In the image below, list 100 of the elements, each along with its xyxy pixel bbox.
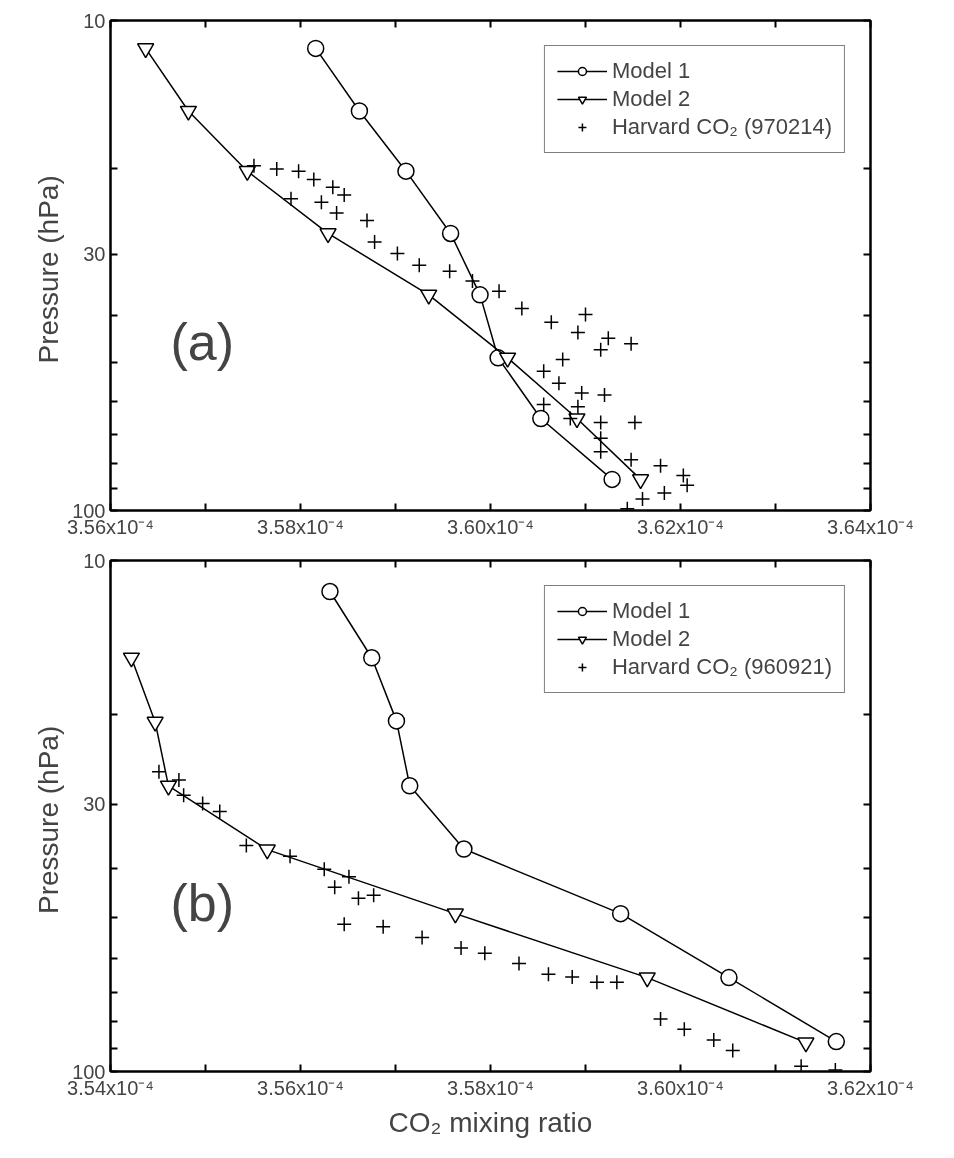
point <box>282 848 298 864</box>
point <box>175 787 192 803</box>
point <box>313 194 330 211</box>
point <box>212 803 228 820</box>
point <box>321 582 339 601</box>
point <box>623 452 639 468</box>
point <box>328 205 345 221</box>
point <box>269 161 285 177</box>
y-tick-label: 30 <box>83 793 106 816</box>
point <box>290 163 307 179</box>
point <box>411 257 427 274</box>
point <box>441 263 458 280</box>
point <box>306 39 325 58</box>
point <box>676 1021 693 1038</box>
x-tick-label: 3.64x10⁻⁴ <box>827 515 914 538</box>
point <box>511 955 527 972</box>
point <box>441 224 460 243</box>
point <box>414 929 430 946</box>
x-tick-label: 3.56x10⁻⁴ <box>257 1076 344 1099</box>
point <box>122 652 141 668</box>
point <box>514 300 530 317</box>
point <box>603 470 621 489</box>
point <box>453 940 469 956</box>
point <box>554 351 571 368</box>
point <box>341 869 357 885</box>
point <box>592 342 609 358</box>
point <box>570 324 586 341</box>
legend-label: Model 1 <box>611 598 691 624</box>
point <box>652 1011 669 1027</box>
point <box>720 968 738 987</box>
point <box>336 187 352 203</box>
x-tick-label: 3.60x10⁻⁴ <box>637 1076 724 1099</box>
legend-label: Model 2 <box>611 86 691 112</box>
point <box>325 179 341 196</box>
legend-label: Harvard CO₂ (970214) <box>611 114 832 140</box>
point <box>397 162 415 180</box>
point <box>725 1042 741 1059</box>
point <box>535 396 552 413</box>
point <box>589 974 605 991</box>
annotation: (a) <box>170 312 235 371</box>
point <box>656 485 673 501</box>
point <box>532 409 550 428</box>
point <box>194 795 211 812</box>
annotation: (b) <box>170 873 235 932</box>
x-tick-label: 3.60x10⁻⁴ <box>447 515 534 538</box>
point <box>491 283 507 300</box>
point <box>471 286 489 304</box>
point <box>592 444 609 460</box>
point <box>401 777 419 795</box>
y-tick-label: 10 <box>83 549 106 572</box>
x-tick-label: 3.62x10⁻⁴ <box>827 1076 914 1099</box>
legend-label: Model 1 <box>611 58 691 84</box>
x-tick-label: 3.58x10⁻⁴ <box>257 515 344 538</box>
point <box>366 234 383 250</box>
point <box>600 330 617 346</box>
point <box>543 314 560 331</box>
point <box>793 1058 809 1072</box>
point <box>336 916 352 932</box>
point <box>350 890 367 906</box>
point <box>564 969 580 985</box>
point <box>464 273 481 289</box>
point <box>375 919 391 935</box>
x-axis-title: CO₂ mixing ratio <box>388 1106 593 1138</box>
point <box>827 1032 846 1051</box>
point <box>365 887 382 904</box>
point <box>306 171 322 188</box>
legend-label: Model 2 <box>611 626 691 652</box>
y-tick-label: 10 <box>83 9 106 32</box>
point <box>652 457 669 474</box>
point <box>592 414 609 431</box>
point <box>609 974 625 991</box>
point <box>171 772 187 788</box>
point <box>146 716 164 732</box>
point <box>596 387 613 403</box>
y-axis-title: Pressure (hPa) <box>33 725 65 915</box>
point <box>623 336 639 352</box>
point <box>179 105 198 121</box>
point <box>316 861 332 878</box>
point <box>706 1032 722 1048</box>
x-tick-label: 3.62x10⁻⁴ <box>637 515 724 538</box>
point <box>573 385 590 401</box>
point <box>159 780 178 796</box>
point <box>350 102 369 120</box>
point <box>592 430 609 446</box>
point <box>551 375 567 392</box>
x-tick-label: 3.58x10⁻⁴ <box>447 1076 534 1099</box>
point <box>477 945 493 962</box>
point <box>326 879 343 896</box>
legend-label: Harvard CO₂ (960921) <box>611 654 832 680</box>
point <box>387 712 406 730</box>
point <box>238 837 255 854</box>
point <box>151 763 167 780</box>
point <box>535 363 552 380</box>
point <box>675 467 692 484</box>
point <box>540 966 557 982</box>
point <box>359 212 375 229</box>
point <box>570 398 586 415</box>
point <box>455 840 473 858</box>
point <box>634 491 651 507</box>
y-tick-label: 30 <box>83 243 106 266</box>
